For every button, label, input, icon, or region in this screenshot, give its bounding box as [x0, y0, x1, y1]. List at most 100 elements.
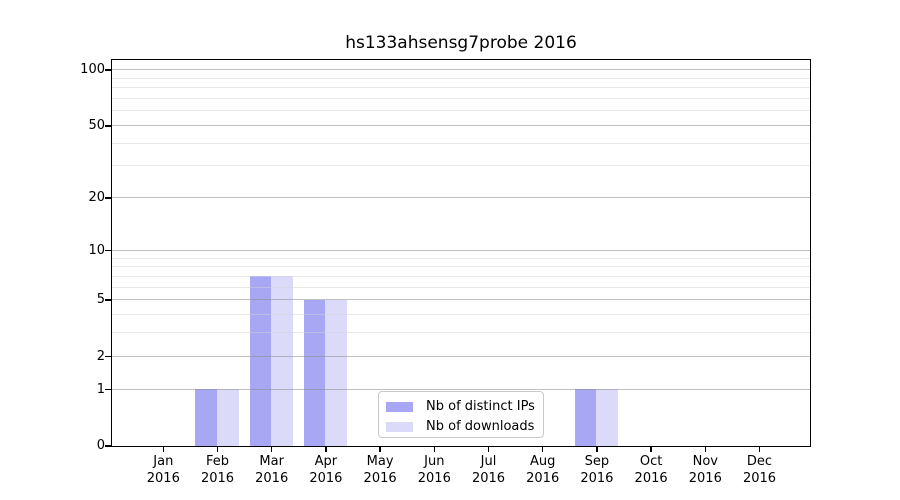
x-tick-label-dec: Dec 2016	[728, 453, 792, 487]
y-tick-mark-100	[105, 69, 111, 71]
y-tick-label-50: 50	[88, 117, 105, 133]
x-tick-month: Sep	[584, 454, 610, 469]
gridline-minor-70	[111, 97, 810, 99]
bar-distinct-ips-apr	[303, 299, 326, 446]
x-tick-mark-apr	[325, 447, 327, 452]
x-tick-month: Feb	[205, 454, 230, 469]
x-tick-month: Aug	[529, 454, 556, 469]
x-tick-month: Oct	[639, 454, 663, 469]
bar-downloads-feb	[217, 389, 239, 446]
gridline-major-2	[111, 355, 810, 357]
x-tick-label-jul: Jul 2016	[457, 453, 521, 487]
x-tick-mark-aug	[541, 447, 544, 452]
legend-label-distinct-ips: Nb of distinct IPs	[426, 399, 535, 414]
gridline-major-1	[111, 388, 810, 390]
x-tick-month: May	[366, 454, 394, 469]
x-tick-mark-oct	[650, 447, 652, 452]
x-tick-label-feb: Feb 2016	[186, 453, 250, 487]
x-tick-mark-mar	[270, 447, 273, 452]
y-tick-mark-1	[105, 388, 111, 391]
plot-area	[110, 58, 811, 447]
bar-downloads-apr	[325, 299, 348, 446]
legend-entry-distinct-ips: Nb of distinct IPs	[386, 398, 535, 415]
x-tick-year: 2016	[309, 471, 343, 486]
x-tick-label-jan: Jan 2016	[131, 453, 195, 487]
gridline-minor-90	[111, 77, 810, 79]
x-tick-month: Mar	[259, 454, 284, 469]
x-tick-label-oct: Oct 2016	[619, 453, 683, 487]
legend: Nb of distinct IPs Nb of downloads	[378, 391, 544, 438]
gridline-minor-60	[111, 110, 810, 112]
gridline-minor-9	[111, 257, 810, 259]
gridline-minor-6	[111, 286, 810, 288]
x-tick-year: 2016	[526, 471, 560, 486]
bars-layer	[112, 60, 810, 446]
x-tick-mark-jan	[162, 447, 165, 452]
x-tick-mark-nov	[704, 447, 707, 452]
x-tick-year: 2016	[634, 471, 668, 486]
x-tick-mark-may	[379, 447, 381, 452]
x-tick-month: Jan	[153, 454, 174, 469]
gridline-minor-8	[111, 266, 810, 268]
x-tick-mark-sep	[596, 447, 598, 452]
y-tick-mark-20	[105, 197, 111, 199]
gridline-minor-80	[111, 87, 810, 89]
bar-downloads-mar	[271, 276, 293, 446]
gridline-major-10	[111, 249, 810, 251]
x-tick-year: 2016	[580, 471, 614, 486]
x-tick-month: Nov	[692, 454, 718, 469]
x-tick-label-jun: Jun 2016	[402, 453, 466, 487]
y-tick-mark-0	[105, 445, 111, 447]
x-tick-label-apr: Apr 2016	[294, 453, 358, 487]
y-tick-label-20: 20	[88, 190, 105, 206]
bar-distinct-ips-mar	[249, 276, 272, 446]
legend-swatch-distinct-ips	[386, 401, 413, 412]
x-tick-year: 2016	[200, 471, 235, 486]
bar-distinct-ips-feb	[195, 389, 217, 446]
x-tick-year: 2016	[255, 471, 289, 486]
x-tick-month: Jun	[424, 454, 445, 469]
y-tick-mark-50	[105, 125, 111, 127]
x-tick-label-nov: Nov 2016	[673, 453, 737, 487]
x-tick-year: 2016	[417, 471, 451, 486]
gridline-major-5	[111, 299, 810, 301]
x-tick-mark-feb	[216, 447, 219, 452]
x-tick-month: Apr	[314, 454, 338, 469]
x-tick-mark-dec	[758, 447, 761, 452]
y-tick-label-5: 5	[96, 292, 105, 308]
gridline-major-100	[111, 69, 810, 71]
bar-distinct-ips-sep	[574, 389, 597, 446]
x-tick-mark-jun	[433, 447, 436, 452]
grid-layer	[111, 60, 810, 446]
x-tick-year: 2016	[471, 471, 506, 486]
gridline-minor-3	[111, 332, 810, 334]
gridline-major-20	[111, 197, 810, 199]
x-tick-month: Dec	[746, 454, 773, 469]
gridline-minor-4	[111, 313, 810, 315]
y-tick-label-10: 10	[88, 242, 105, 258]
y-tick-label-1: 1	[96, 381, 105, 397]
y-tick-mark-5	[105, 299, 111, 301]
gridline-minor-7	[111, 275, 810, 277]
gridline-minor-40	[111, 142, 810, 144]
y-tick-label-100: 100	[80, 62, 105, 78]
legend-label-downloads: Nb of downloads	[426, 419, 535, 434]
y-tick-mark-2	[105, 355, 111, 358]
gridline-major-50	[111, 124, 810, 126]
x-tick-label-aug: Aug 2016	[511, 453, 575, 487]
x-tick-year: 2016	[688, 471, 722, 486]
legend-entry-downloads: Nb of downloads	[386, 418, 535, 435]
y-tick-label-0: 0	[96, 438, 105, 453]
bar-downloads-sep	[596, 389, 619, 446]
x-tick-label-may: May 2016	[348, 453, 412, 487]
chart-title: hs133ahsensg7probe 2016	[345, 33, 577, 53]
x-tick-year: 2016	[146, 471, 180, 486]
x-tick-year: 2016	[742, 471, 777, 486]
gridline-minor-30	[111, 165, 810, 167]
legend-swatch-downloads	[386, 421, 413, 432]
x-tick-mark-jul	[487, 447, 490, 452]
y-tick-label-2: 2	[96, 348, 105, 364]
x-tick-label-mar: Mar 2016	[240, 453, 304, 487]
x-tick-label-sep: Sep 2016	[565, 453, 629, 487]
